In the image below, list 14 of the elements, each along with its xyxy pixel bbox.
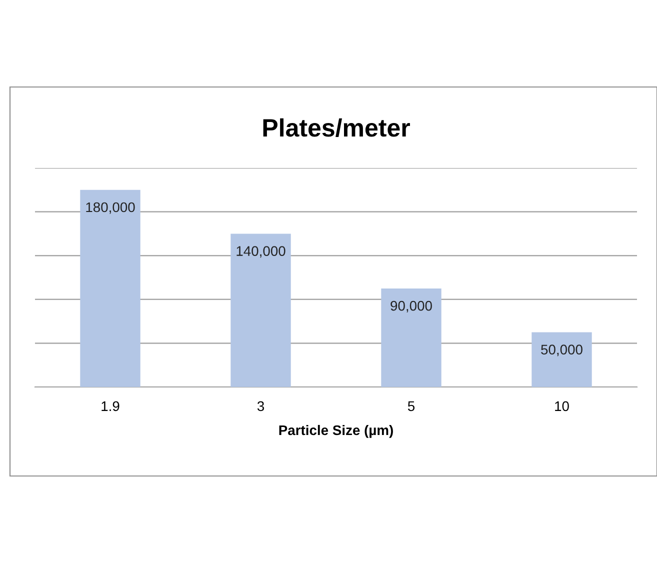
x-tick-label: 10	[555, 401, 569, 412]
x-tick-label: 3	[257, 401, 264, 412]
bar	[80, 190, 140, 387]
x-axis-title: Particle Size (µm)	[279, 424, 393, 438]
data-label: 140,000	[236, 246, 286, 258]
x-tick-label: 5	[408, 401, 415, 412]
data-label: 50,000	[541, 344, 582, 356]
x-tick-label: 1.9	[102, 401, 120, 412]
bar	[230, 234, 291, 387]
data-label: 90,000	[390, 300, 432, 312]
data-label: 180,000	[86, 202, 135, 214]
bar	[381, 288, 442, 387]
chart-title: Plates/meter	[263, 118, 410, 137]
bar	[532, 332, 592, 387]
